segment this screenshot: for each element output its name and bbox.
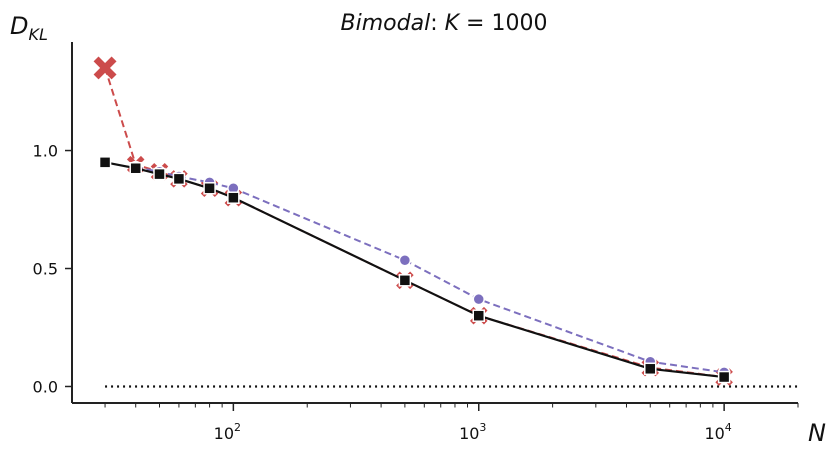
x-axis-label: N [808,419,826,447]
data-point [398,274,412,287]
data-point [644,362,657,376]
x-tick-label: 104 [704,421,731,443]
data-point [153,167,166,181]
data-point [98,156,112,169]
y-tick-label: 1.0 [33,142,58,161]
series-circle [129,160,731,379]
series-x [93,56,733,386]
data-point [203,182,216,195]
data-point [93,56,117,80]
data-point [172,172,186,186]
series-layer [93,56,733,386]
data-point [717,370,731,384]
x-tick-label: 102 [214,421,241,443]
series-line [104,161,725,379]
series-line [135,166,725,374]
data-point [227,191,240,204]
y-axis-label: DKL [10,12,48,44]
series-line [104,67,725,379]
chart-title: Bimodal: K = 1000 [341,11,548,36]
y-tick-label: 0.0 [33,377,58,396]
y-tick-label: 0.5 [33,260,58,279]
data-point [398,254,412,267]
data-point [472,292,485,306]
axes: 0.0 0.5 1.0 102 103 104 [33,42,799,443]
data-point [129,161,142,175]
x-tick-label: 103 [459,421,486,443]
series-square [98,156,731,384]
data-point [472,309,485,322]
